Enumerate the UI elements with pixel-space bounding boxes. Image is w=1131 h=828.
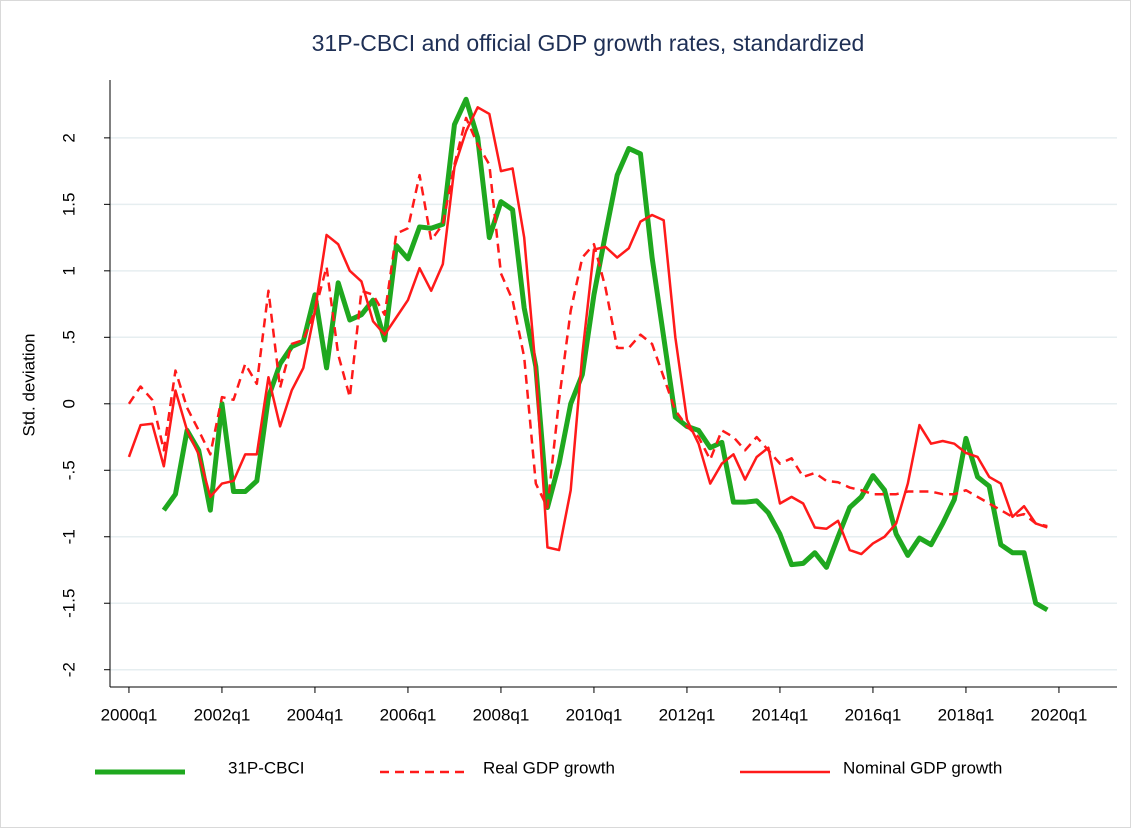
- x-tick-label: 2018q1: [938, 705, 995, 724]
- y-tick-label: 1: [59, 266, 78, 275]
- x-tick-label: 2010q1: [566, 705, 623, 724]
- y-tick-label: 2: [59, 133, 78, 142]
- x-tick-label: 2016q1: [845, 705, 902, 724]
- series-line: [127, 116, 1048, 528]
- x-tick-label: 2006q1: [380, 705, 437, 724]
- x-tick-label: 2002q1: [194, 705, 251, 724]
- y-tick-label: 0: [59, 399, 78, 408]
- legend-label: Real GDP growth: [483, 758, 615, 777]
- y-tick-label: -.5: [59, 460, 78, 480]
- chart-title: 31P-CBCI and official GDP growth rates, …: [312, 30, 865, 56]
- x-tick-label: 2000q1: [101, 705, 158, 724]
- y-tick-label: 1.5: [59, 193, 78, 217]
- series-line: [127, 106, 1048, 556]
- x-tick-label: 2014q1: [752, 705, 809, 724]
- x-tick-label: 2004q1: [287, 705, 344, 724]
- x-tick-label: 2020q1: [1031, 705, 1088, 724]
- x-tick-label: 2012q1: [659, 705, 716, 724]
- series-line: [161, 96, 1049, 613]
- y-tick-label: .5: [59, 330, 78, 344]
- x-tick-label: 2008q1: [473, 705, 530, 724]
- y-tick-label: -1.5: [59, 589, 78, 618]
- y-axis-label: Std. deviation: [19, 333, 38, 436]
- y-tick-label: -2: [59, 662, 78, 677]
- legend-label: 31P-CBCI: [228, 758, 305, 777]
- legend-label: Nominal GDP growth: [843, 758, 1002, 777]
- y-tick-label: -1: [59, 529, 78, 544]
